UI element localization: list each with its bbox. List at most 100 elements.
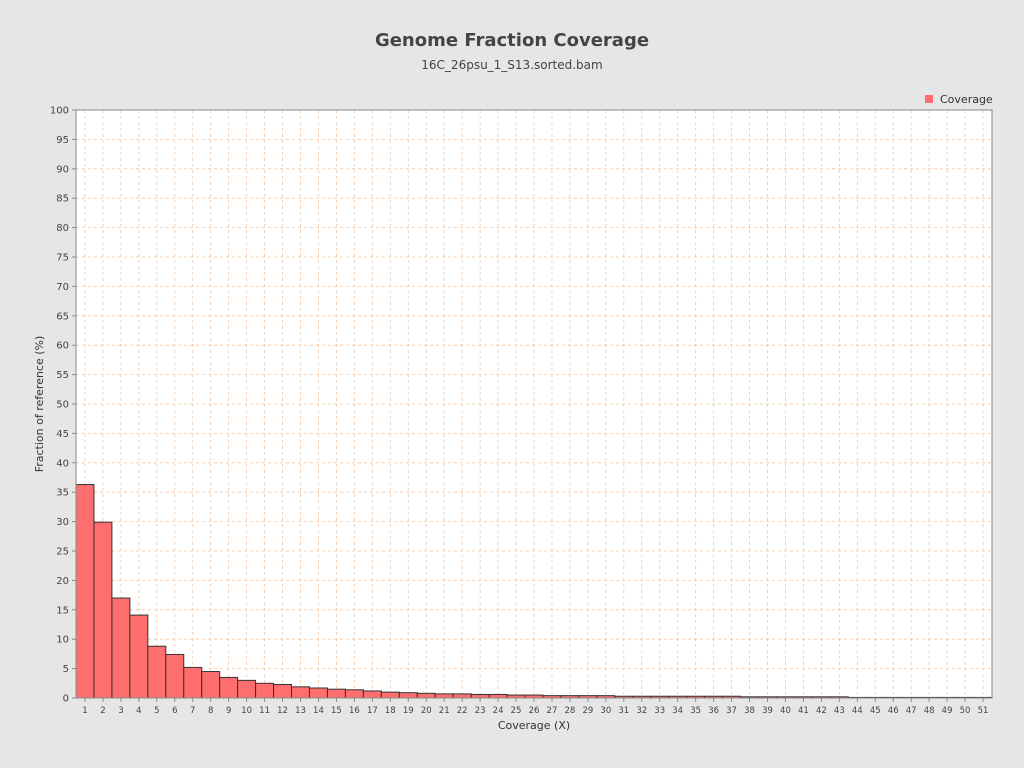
x-tick-label: 22 xyxy=(457,706,468,716)
y-tick-label: 20 xyxy=(56,576,69,587)
bar-5 xyxy=(147,645,167,699)
x-tick-label: 51 xyxy=(978,706,989,716)
x-tick-label: 16 xyxy=(349,706,360,716)
y-tick-label: 90 xyxy=(56,164,69,175)
y-tick-label: 75 xyxy=(56,253,69,264)
x-tick-label: 23 xyxy=(475,706,486,716)
x-tick-label: 13 xyxy=(295,706,306,716)
x-tick-label: 34 xyxy=(672,706,683,716)
y-tick-label: 85 xyxy=(56,194,69,205)
bar-20 xyxy=(416,692,436,699)
bar-3 xyxy=(111,597,131,699)
x-tick-label: 38 xyxy=(744,706,755,716)
y-tick-label: 5 xyxy=(63,664,69,675)
x-tick-label: 14 xyxy=(313,706,324,716)
bar-16 xyxy=(344,689,364,699)
bar-6 xyxy=(165,653,185,699)
bar-19 xyxy=(398,692,418,699)
x-tick-label: 1 xyxy=(82,706,87,716)
bar-13 xyxy=(291,686,310,699)
x-tick-label: 9 xyxy=(226,706,231,716)
x-tick-label: 39 xyxy=(762,706,773,716)
grid-lines xyxy=(76,109,992,699)
bar-1 xyxy=(75,484,95,699)
x-tick-label: 27 xyxy=(547,706,558,716)
x-tick-label: 42 xyxy=(816,706,827,716)
bar-15 xyxy=(326,688,346,699)
bar-7 xyxy=(183,666,203,699)
x-tick-label: 44 xyxy=(852,706,863,716)
bar-9 xyxy=(219,676,239,699)
bar-12 xyxy=(273,683,293,699)
y-tick-label: 100 xyxy=(50,106,69,117)
x-tick-label: 40 xyxy=(780,706,791,716)
y-tick-label: 50 xyxy=(56,400,69,411)
y-tick-label: 0 xyxy=(63,694,69,705)
y-tick-label: 60 xyxy=(56,341,69,352)
bar-24 xyxy=(488,693,508,699)
legend-swatch xyxy=(925,95,933,103)
x-tick-label: 6 xyxy=(172,706,177,716)
chart-subtitle: 16C_26psu_1_S13.sorted.bam xyxy=(421,58,603,72)
bar-17 xyxy=(362,690,382,699)
y-tick-label: 95 xyxy=(56,135,69,146)
x-tick-label: 2 xyxy=(100,706,105,716)
x-axis-ticks: 1 2 3 4 5 6 7 8 9 10 11 12 13 14 15 16 17 18 19 20 21 22 23 24 2… xyxy=(82,698,988,716)
x-tick-label: 43 xyxy=(834,706,845,716)
bar-11 xyxy=(255,682,275,699)
x-tick-label: 49 xyxy=(942,706,953,716)
y-tick-label: 65 xyxy=(56,311,69,322)
y-tick-label: 25 xyxy=(56,547,69,558)
y-tick-label: 55 xyxy=(56,370,69,381)
bar-14 xyxy=(308,687,328,699)
bar-23 xyxy=(470,693,490,699)
x-tick-label: 47 xyxy=(906,706,917,716)
y-tick-label: 10 xyxy=(56,635,69,646)
x-tick-label: 8 xyxy=(208,706,213,716)
x-tick-label: 41 xyxy=(798,706,809,716)
x-tick-label: 3 xyxy=(118,706,123,716)
x-tick-label: 36 xyxy=(708,706,719,716)
x-tick-label: 11 xyxy=(259,706,270,716)
y-tick-label: 30 xyxy=(56,517,69,528)
x-tick-label: 31 xyxy=(618,706,629,716)
x-tick-label: 7 xyxy=(190,706,195,716)
x-tick-label: 45 xyxy=(870,706,881,716)
x-tick-label: 10 xyxy=(241,706,252,716)
x-tick-label: 5 xyxy=(154,706,159,716)
x-tick-label: 21 xyxy=(439,706,450,716)
bar-21 xyxy=(434,693,454,699)
x-tick-label: 46 xyxy=(888,706,899,716)
x-tick-label: 25 xyxy=(511,706,522,716)
bar-18 xyxy=(380,691,400,699)
bar-8 xyxy=(201,671,221,699)
x-tick-label: 33 xyxy=(654,706,665,716)
x-tick-label: 19 xyxy=(403,706,414,716)
x-tick-label: 32 xyxy=(636,706,647,716)
x-tick-label: 17 xyxy=(367,706,378,716)
legend-label: Coverage xyxy=(940,93,993,106)
x-tick-label: 30 xyxy=(600,706,611,716)
bar-series xyxy=(75,484,993,699)
bar-22 xyxy=(452,693,472,699)
y-tick-label: 80 xyxy=(56,223,69,234)
x-axis-title: Coverage (X) xyxy=(498,719,570,732)
x-tick-label: 28 xyxy=(565,706,576,716)
chart-title: Genome Fraction Coverage xyxy=(374,30,650,51)
y-tick-label: 70 xyxy=(56,282,69,293)
x-tick-label: 29 xyxy=(582,706,593,716)
y-tick-label: 35 xyxy=(56,488,69,499)
x-tick-label: 50 xyxy=(960,706,971,716)
x-tick-label: 35 xyxy=(690,706,701,716)
x-tick-label: 18 xyxy=(385,706,396,716)
x-tick-label: 48 xyxy=(924,706,935,716)
legend: Coverage xyxy=(925,93,993,106)
x-tick-label: 26 xyxy=(529,706,540,716)
x-tick-label: 20 xyxy=(421,706,432,716)
x-tick-label: 4 xyxy=(136,706,141,716)
y-tick-label: 45 xyxy=(56,429,69,440)
x-tick-label: 12 xyxy=(277,706,288,716)
bar-4 xyxy=(129,614,149,699)
y-axis-ticks: 0 5 10 15 20 25 30 35 40 45 50 55 60 65 70 75 80 85 90 95 10… xyxy=(50,106,76,705)
